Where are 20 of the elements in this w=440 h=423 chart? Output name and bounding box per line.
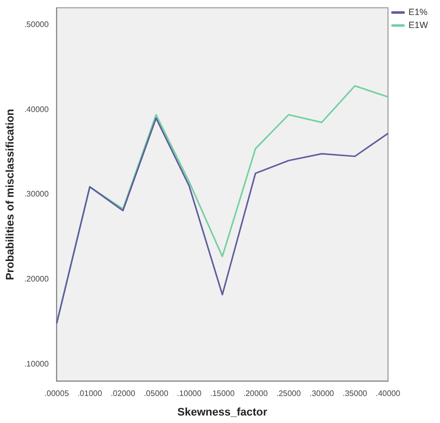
- x-tick-label: .25000: [276, 389, 302, 398]
- x-tick-label: .30000: [309, 389, 335, 398]
- x-axis-title: Skewness_factor: [177, 406, 268, 418]
- x-tick-label: .05000: [144, 389, 169, 398]
- y-tick-label: .40000: [24, 104, 50, 114]
- x-tick-label: .00005: [44, 389, 70, 398]
- x-tick-label: .35000: [342, 389, 368, 398]
- y-tick-label: .10000: [24, 359, 50, 368]
- y-tick-label: .20000: [24, 274, 50, 284]
- x-tick-label: .02000: [110, 389, 136, 398]
- legend-label: E1W: [408, 20, 429, 30]
- x-tick-label: .01000: [78, 389, 103, 398]
- legend-label: E1%: [408, 6, 428, 17]
- x-tick-label: .40000: [376, 389, 401, 398]
- y-tick-label: .50000: [24, 20, 50, 29]
- x-tick-label: .20000: [243, 389, 268, 398]
- x-tick-label: .15000: [210, 389, 236, 398]
- y-axis-title: Probabilities of misclassification: [4, 108, 17, 280]
- y-tick-label: .30000: [24, 190, 50, 199]
- x-tick-label: .10000: [176, 389, 202, 398]
